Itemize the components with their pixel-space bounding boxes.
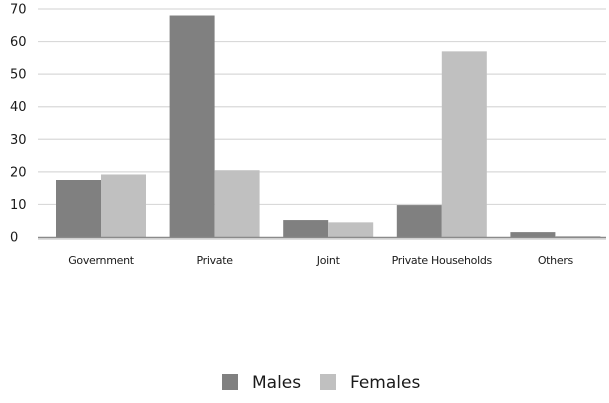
y-tick-label: 70 xyxy=(10,3,27,18)
bar-females-private-households xyxy=(441,51,487,237)
x-tick-label: Others xyxy=(538,254,574,267)
x-tick-label: Government xyxy=(68,254,135,267)
x-tick-label: Private Households xyxy=(392,254,493,267)
bar-males-joint xyxy=(283,220,329,237)
x-tick-label: Joint xyxy=(316,254,341,267)
x-axis xyxy=(38,236,606,240)
legend-label-males: Males xyxy=(252,373,301,393)
bar-females-private xyxy=(214,170,260,237)
legend-swatch-males xyxy=(222,374,238,390)
y-tick-label: 50 xyxy=(10,68,27,83)
y-tick-label: 40 xyxy=(10,100,27,115)
y-tick-label: 0 xyxy=(10,231,18,246)
bar-females-others xyxy=(555,236,601,237)
y-tick-label: 60 xyxy=(10,35,27,50)
gridlines xyxy=(38,8,606,206)
bar-females-government xyxy=(101,174,146,237)
bar-males-private xyxy=(169,15,215,238)
legend-label-females: Females xyxy=(350,373,420,393)
y-tick-label: 20 xyxy=(10,165,27,180)
x-axis-labels: Government Private Joint Private Households… xyxy=(68,254,574,267)
y-tick-label: 10 xyxy=(10,198,27,213)
y-tick-label: 30 xyxy=(10,133,27,148)
x-tick-label: Private xyxy=(196,254,233,267)
legend-swatch-females xyxy=(320,374,336,390)
bars xyxy=(56,15,601,238)
bar-males-others xyxy=(510,232,556,237)
y-axis-ticks: 0 10 20 30 40 50 60 70 xyxy=(10,3,27,246)
bar-females-joint xyxy=(328,222,374,237)
bar-males-private-households xyxy=(396,205,442,237)
bar-males-government xyxy=(56,180,101,237)
legend: Males Females xyxy=(222,373,420,393)
